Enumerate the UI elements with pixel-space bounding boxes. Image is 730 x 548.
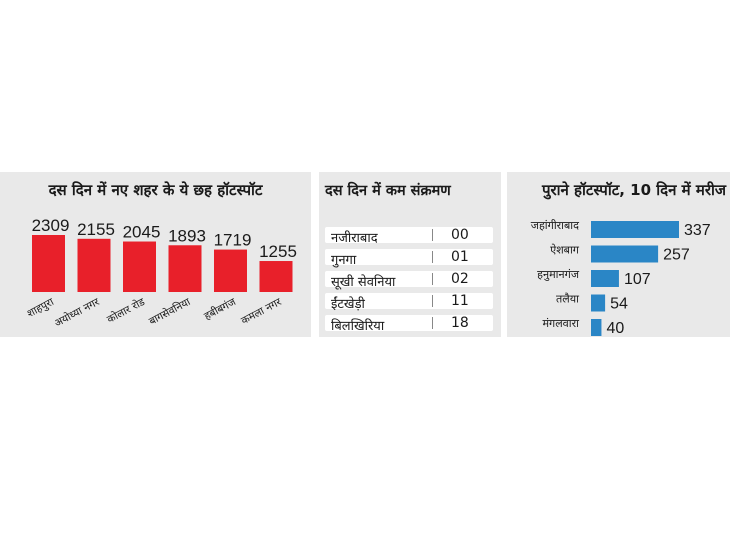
category-label: तलैया [556, 293, 579, 306]
bar [259, 261, 293, 292]
bar-value-label: 1893 [168, 226, 206, 245]
row-value: 18 [451, 315, 469, 331]
bar-value-label: 2045 [123, 223, 161, 242]
bar [591, 319, 602, 336]
category-label: मंगलवारा [542, 317, 579, 330]
category-label: हनुमानगंज [537, 268, 580, 281]
bar [214, 249, 247, 292]
category-label: ऐशबाग [550, 244, 580, 257]
category-label: हबीबगंज [202, 295, 238, 323]
category-label: अयोध्या नगर [52, 295, 102, 330]
bar [123, 241, 156, 292]
row-value: 01 [451, 249, 469, 265]
bar-value-label: 54 [610, 296, 628, 313]
category-label: कमला नगर [239, 296, 284, 327]
row-value: 11 [451, 293, 469, 309]
category-label: जहांगीराबाद [531, 219, 579, 232]
table-row: नजीराबाद 00 [325, 227, 493, 246]
bar-value-label: 1719 [214, 231, 252, 250]
row-divider [432, 317, 433, 329]
old-hotspots-panel: पुराने हॉटस्पॉट, 10 दिन में मरीज 337 जहां… [507, 172, 730, 337]
row-name: सूखी सेवनिया [331, 275, 396, 290]
new-hotspots-title: दस दिन में नए शहर के ये छह हॉटस्पॉट [48, 181, 263, 199]
bar-value-label: 2155 [77, 220, 115, 239]
row-divider [432, 251, 433, 263]
row-divider [432, 229, 433, 241]
bar-value-label: 1255 [259, 242, 297, 261]
bar-value-label: 337 [684, 222, 711, 239]
table-row: गुनगा 01 [325, 249, 493, 268]
old-hotspots-chart: 337 जहांगीराबाद 257 ऐशबाग 107 हनुमानगंज 54 तलैय… [531, 219, 711, 337]
old-hotspots-title: पुराने हॉटस्पॉट, 10 दिन में मरीज [541, 181, 726, 199]
category-label: शाहपुरा [25, 296, 56, 320]
category-label: बागसेवनिया [147, 295, 193, 328]
row-value: 02 [451, 271, 469, 287]
bar [591, 294, 606, 312]
row-divider [432, 295, 433, 307]
row-name: नजीराबाद [331, 231, 378, 246]
row-name: ईंटखेड़ी [331, 297, 365, 312]
new-hotspots-chart: 2309 शाहपुरा 2155 अयोध्या नगर 2045 कोलार रोड 1… [25, 216, 297, 330]
low-infection-title: दस दिन में कम संक्रमण [325, 183, 451, 199]
bar [32, 235, 65, 292]
bar-value-label: 107 [624, 271, 651, 288]
category-label: कोलार रोड [105, 295, 148, 326]
table-row: ईंटखेड़ी 11 [325, 293, 493, 312]
row-name: बिलखिरिया [331, 319, 385, 334]
bar-value-label: 40 [606, 320, 624, 337]
bar [591, 245, 659, 263]
table-row: बिलखिरिया 18 [325, 315, 493, 334]
bar-value-label: 2309 [32, 216, 70, 235]
low-infection-panel: दस दिन में कम संक्रमण नजीराबाद 00 गुनगा … [319, 172, 501, 337]
bar [591, 270, 619, 287]
bar-value-label: 257 [663, 247, 690, 264]
new-hotspots-panel: दस दिन में नए शहर के ये छह हॉटस्पॉट 2309… [0, 172, 311, 337]
row-value: 00 [451, 227, 469, 243]
bar [77, 238, 111, 292]
bar [168, 245, 202, 292]
table-row: सूखी सेवनिया 02 [325, 271, 493, 290]
bar [591, 221, 679, 238]
row-name: गुनगा [331, 253, 357, 268]
row-divider [432, 273, 433, 285]
